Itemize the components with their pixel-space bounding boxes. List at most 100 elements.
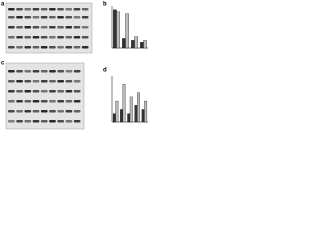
blot-band <box>8 36 15 39</box>
blot-band <box>65 90 73 93</box>
blot-band <box>40 100 48 103</box>
blot-band <box>8 16 15 19</box>
bar <box>134 36 138 49</box>
blot-band <box>8 8 15 11</box>
blot-band <box>73 80 81 83</box>
blot-band <box>40 80 48 83</box>
blot-band <box>49 80 56 83</box>
blot-band <box>57 16 64 19</box>
blot-band <box>32 80 40 83</box>
blot-band <box>24 110 32 113</box>
blot-band <box>8 46 15 49</box>
blot-band <box>73 46 81 49</box>
blot-band <box>16 26 23 29</box>
blot-band <box>8 100 15 103</box>
blot-band <box>65 100 73 103</box>
blot-band <box>73 100 81 103</box>
blot-band <box>73 8 81 11</box>
blot-band <box>73 26 81 29</box>
blot-band <box>49 46 56 49</box>
blot-band <box>40 36 48 39</box>
blot-band <box>8 90 15 93</box>
blot-band <box>40 8 48 11</box>
blot-band <box>32 36 40 39</box>
blot-band <box>49 100 56 103</box>
blot-band <box>16 100 23 103</box>
blot-band <box>57 120 65 123</box>
bar <box>125 13 129 49</box>
bar <box>129 96 133 123</box>
blot-band <box>57 110 65 113</box>
blot-band <box>40 90 48 93</box>
blot-band <box>32 46 40 49</box>
blot-band <box>16 16 23 19</box>
bar <box>115 100 119 123</box>
panel-label: a <box>1 2 5 8</box>
bar <box>143 40 147 49</box>
bar <box>140 42 144 49</box>
blot-band <box>32 8 40 11</box>
blot-band <box>65 120 73 123</box>
blot-band <box>24 90 32 93</box>
blot-band <box>57 46 64 49</box>
blot-band <box>49 8 56 11</box>
blot-band <box>8 80 15 83</box>
blot-band <box>16 46 23 49</box>
bar <box>113 9 117 49</box>
blot-band <box>16 70 23 73</box>
bar <box>112 113 116 123</box>
blot-band <box>65 110 73 113</box>
blot-band <box>16 110 23 113</box>
blot-band <box>24 36 32 39</box>
blot-band <box>32 26 40 29</box>
blot-band <box>40 120 48 123</box>
blot-band <box>49 36 56 39</box>
bar <box>134 105 138 123</box>
bar <box>120 109 123 123</box>
blot-band <box>49 90 56 93</box>
blot-band <box>49 120 56 123</box>
blot-band <box>81 16 89 19</box>
panel-label: c <box>1 61 5 67</box>
blot-band <box>24 100 32 103</box>
blot-band <box>32 90 40 93</box>
blot-band <box>57 80 65 83</box>
blot-band <box>65 36 73 39</box>
blot-band <box>57 36 64 39</box>
blot-band <box>73 70 81 73</box>
blot-band <box>57 90 65 93</box>
bar <box>131 40 135 49</box>
blot-band <box>40 16 48 19</box>
blot-band <box>49 16 56 19</box>
blot-band <box>24 80 32 83</box>
blot-band <box>24 46 32 49</box>
blot-band <box>40 46 48 49</box>
figure: a b c d <box>1 2 148 130</box>
blot-band <box>73 90 81 93</box>
blot-band <box>40 110 48 113</box>
blot-band <box>73 16 81 19</box>
blot-band <box>49 70 56 73</box>
blot-band <box>8 70 15 73</box>
blot-band <box>24 8 32 11</box>
blot-band <box>16 90 23 93</box>
bar <box>144 100 148 123</box>
blot-frame <box>5 62 85 130</box>
blot-band <box>57 8 64 11</box>
blot-band <box>40 70 48 73</box>
blot-band <box>65 26 73 29</box>
blot-band <box>24 120 32 123</box>
blot-band <box>65 70 73 73</box>
blot-band <box>65 80 73 83</box>
blot-band <box>73 36 81 39</box>
blot-band <box>81 46 89 49</box>
blot-band <box>81 8 89 11</box>
blot-band <box>8 26 15 29</box>
bar <box>141 109 145 123</box>
blot-band <box>16 80 23 83</box>
bar <box>122 38 126 49</box>
blot-band <box>73 110 81 113</box>
blot-band <box>73 120 81 123</box>
blot-band <box>16 8 23 11</box>
blot-band <box>57 100 65 103</box>
